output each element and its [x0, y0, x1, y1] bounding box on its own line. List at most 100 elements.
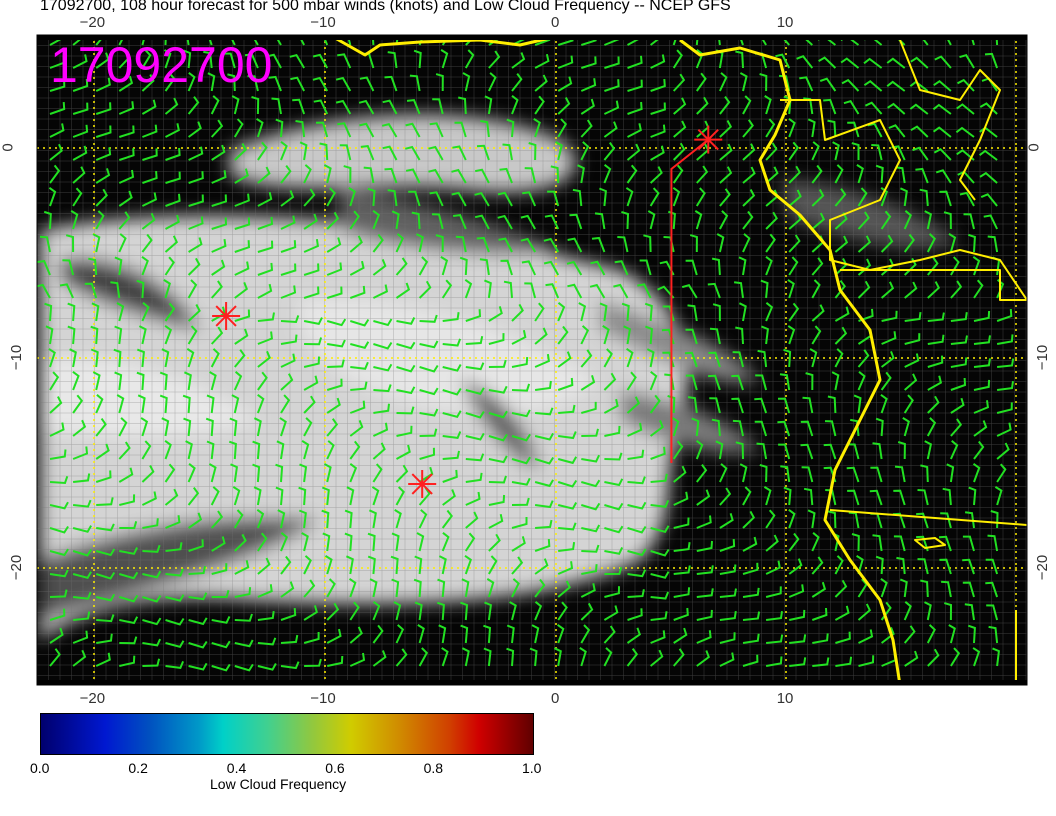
wind-barb: [696, 609, 713, 621]
wind-barb: [72, 145, 88, 161]
wind-barb: [442, 469, 458, 483]
wind-barb: [349, 235, 363, 253]
wind-barb: [119, 547, 138, 555]
wind-barb: [856, 555, 864, 575]
wind-barb: [719, 610, 737, 621]
wind-barb: [435, 73, 444, 92]
wind-barb: [926, 624, 936, 644]
wind-barb: [49, 164, 61, 184]
wind-barb: [72, 630, 89, 644]
wind-barb: [96, 633, 113, 644]
wind-barb: [324, 463, 332, 483]
wind-barb: [534, 539, 551, 552]
wind-barb: [718, 463, 728, 483]
wind-barb: [831, 371, 840, 391]
top-lon-tick: −10: [310, 14, 336, 31]
bottom-lon-tick: 10: [776, 690, 794, 707]
wind-barb: [211, 238, 227, 253]
wind-barb: [857, 258, 872, 276]
wind-barb: [709, 397, 721, 414]
wind-barb: [187, 72, 196, 92]
wind-barb: [476, 236, 490, 253]
wind-barb: [349, 400, 366, 414]
wind-barb: [924, 440, 933, 460]
wind-barb: [926, 233, 936, 253]
wind-barb: [187, 257, 201, 276]
wind-barb: [141, 35, 147, 46]
wind-barb: [436, 601, 445, 621]
wind-barb: [413, 49, 422, 69]
wind-barb: [581, 524, 601, 533]
wind-barb: [72, 571, 92, 579]
wind-barb: [142, 171, 158, 184]
wind-barb: [95, 652, 111, 667]
wind-barb: [165, 617, 185, 626]
wind-barb: [271, 97, 282, 115]
wind-barb: [257, 240, 274, 253]
wind-barb: [275, 486, 284, 506]
wind-barb: [231, 95, 240, 115]
wind-barb: [95, 102, 112, 115]
wind-barb: [327, 359, 345, 368]
wind-barb: [396, 444, 411, 460]
wind-barb: [110, 281, 121, 299]
wind-barb: [138, 325, 147, 345]
left-lat-tick: −10: [8, 344, 26, 371]
wind-barb: [257, 331, 273, 345]
wind-barb: [429, 191, 444, 207]
wind-barb: [164, 324, 173, 345]
wind-barb: [524, 282, 537, 299]
wind-barb: [72, 78, 89, 92]
wind-barb: [932, 126, 952, 138]
wind-barb: [708, 351, 721, 368]
wind-barb: [603, 164, 612, 184]
wind-barb: [488, 306, 503, 322]
wind-barb: [557, 302, 566, 322]
wind-barb: [834, 605, 850, 621]
wind-barb: [441, 509, 453, 529]
wind-barb: [395, 624, 405, 644]
wind-barb: [183, 49, 192, 69]
wind-barb: [88, 257, 98, 276]
wind-barb: [451, 168, 467, 184]
wind-barb: [996, 309, 1013, 322]
wind-barb: [673, 465, 687, 483]
wind-barb: [617, 236, 629, 253]
wind-barb: [118, 233, 127, 253]
wind-barb: [299, 141, 308, 161]
wind-barb: [754, 420, 768, 437]
wind-barb: [904, 353, 920, 368]
wind-barb: [395, 257, 408, 276]
wind-barb: [348, 577, 357, 598]
wind-barb: [904, 333, 921, 345]
wind-barb: [465, 410, 485, 419]
wind-barb: [667, 394, 676, 414]
wind-barb: [382, 145, 398, 161]
wind-barb: [788, 234, 801, 253]
wind-barb: [904, 311, 922, 322]
wind-barb: [442, 431, 462, 439]
colorbar-tick: 0.6: [325, 760, 345, 776]
wind-barb: [695, 72, 707, 92]
wind-barb: [673, 587, 691, 598]
wind-barb: [452, 214, 467, 230]
wind-barb: [754, 397, 768, 414]
wind-barb: [801, 466, 814, 483]
wind-barb: [935, 169, 952, 184]
wind-barb: [927, 648, 940, 667]
wind-barb: [899, 578, 908, 598]
wind-barb: [840, 57, 860, 69]
wind-barb: [694, 210, 703, 230]
wind-barb: [234, 261, 250, 276]
wind-barb: [187, 304, 201, 322]
wind-barb: [372, 442, 386, 460]
wind-barb: [599, 302, 608, 322]
wind-barb: [919, 188, 929, 207]
wind-barb: [534, 74, 548, 92]
wind-barb: [95, 470, 112, 483]
wind-barb: [387, 51, 398, 69]
wind-barb: [799, 76, 814, 92]
wind-barb: [739, 463, 748, 483]
wind-barb: [114, 325, 123, 345]
